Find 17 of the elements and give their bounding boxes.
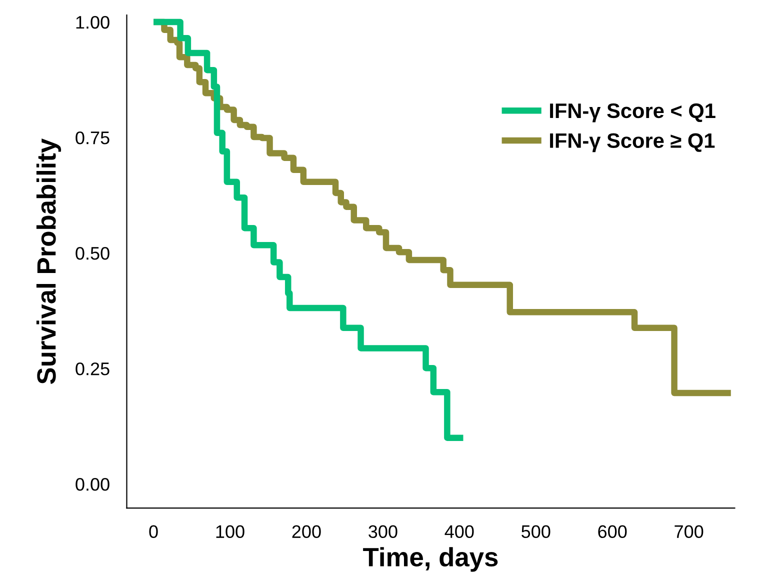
x-tick-label: 600 xyxy=(598,525,627,538)
x-tick-label: 100 xyxy=(216,525,244,538)
legend-label: IFN-γ Score ≥ Q1 xyxy=(550,133,715,152)
x-tick-label: 700 xyxy=(674,525,704,538)
legend-label: IFN-γ Score < Q1 xyxy=(550,103,716,122)
x-tick-label: 400 xyxy=(444,525,474,538)
y-tick-label: 1.00 xyxy=(76,16,110,29)
x-axis-title: Time, days xyxy=(363,547,498,572)
y-tick-label: 0.75 xyxy=(76,131,110,144)
y-tick-label: 0.50 xyxy=(76,246,110,260)
x-tick-label: 300 xyxy=(368,525,398,538)
x-tick-label: 200 xyxy=(292,525,321,538)
y-tick-label: 0.00 xyxy=(76,478,110,491)
y-tick-label: 0.25 xyxy=(76,362,110,376)
y-axis-title: Survival Probability xyxy=(36,138,62,384)
x-tick-label: 0 xyxy=(149,525,158,538)
x-tick-label: 500 xyxy=(522,525,550,538)
